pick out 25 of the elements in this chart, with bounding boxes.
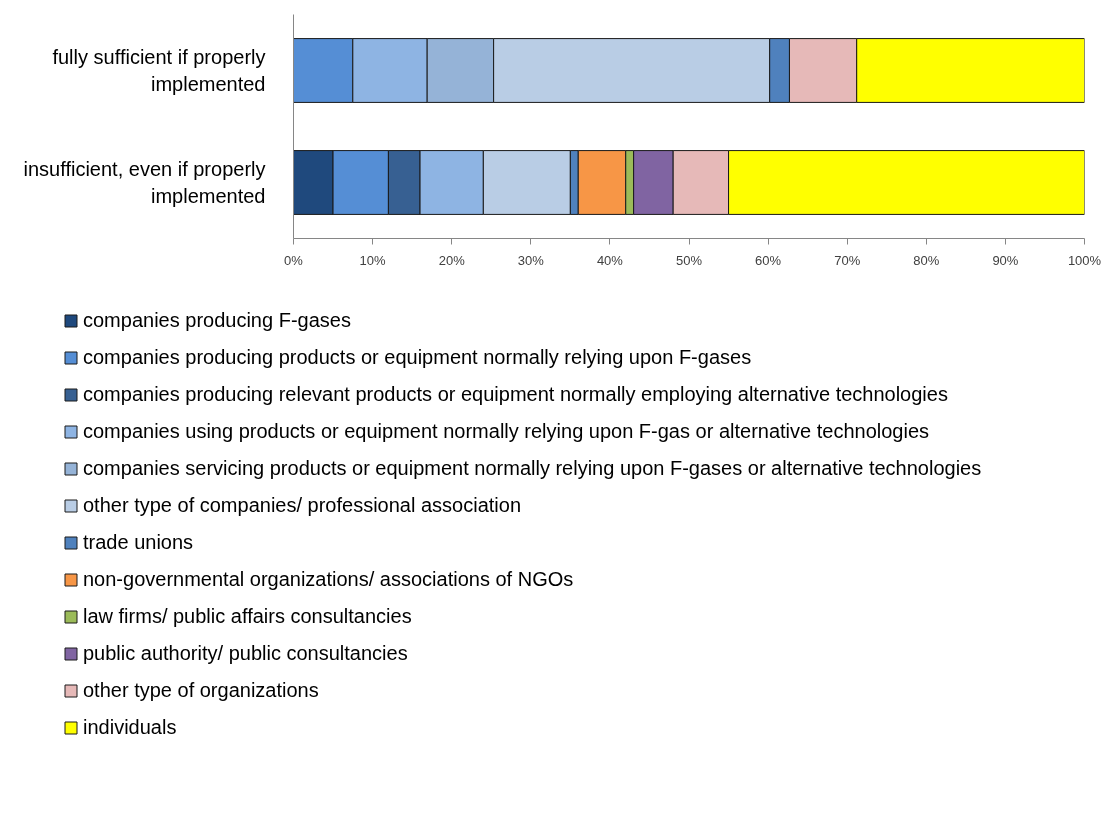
legend-label: companies servicing products or equipment normally relying upon F-gases or alternative technologies xyxy=(83,457,982,480)
x-tick-label: 40% xyxy=(596,252,624,268)
x-tick-label: 50% xyxy=(675,252,703,268)
legend-label: trade unions xyxy=(83,531,194,554)
x-tick-label: 0% xyxy=(284,252,304,268)
x-tick-label: 90% xyxy=(992,252,1019,268)
y-tick-label: fully sufficient if properly implemented xyxy=(52,46,266,95)
x-tick-label: 30% xyxy=(517,252,545,268)
legend-label: other type of companies/ professional association xyxy=(83,494,522,517)
x-tick-label: 100% xyxy=(1067,252,1102,268)
x-tick-label: 80% xyxy=(913,252,940,268)
legend-label: individuals xyxy=(83,716,177,739)
x-tick-label: 70% xyxy=(834,252,861,268)
x-tick-label: 20% xyxy=(438,252,466,268)
legend-label: other type of organizations xyxy=(83,679,319,702)
legend-label: companies using products or equipment normally relying upon F-gas or alternative technologies xyxy=(83,420,930,443)
legend-label: companies producing products or equipment normally relying upon F-gases xyxy=(83,346,752,369)
legend-label: law firms/ public affairs consultancies xyxy=(83,605,412,628)
legend-label: non-governmental organizations/ associations of NGOs xyxy=(83,568,574,591)
y-tick-label: insufficient, even if properly implemented xyxy=(23,158,266,207)
legend-label: companies producing relevant products or equipment normally employing alternative technologies xyxy=(83,383,948,406)
legend-label: companies producing F-gases xyxy=(83,309,351,332)
x-tick-label: 10% xyxy=(359,252,387,268)
x-tick-label: 60% xyxy=(755,252,782,268)
legend-label: public authority/ public consultancies xyxy=(83,642,408,665)
